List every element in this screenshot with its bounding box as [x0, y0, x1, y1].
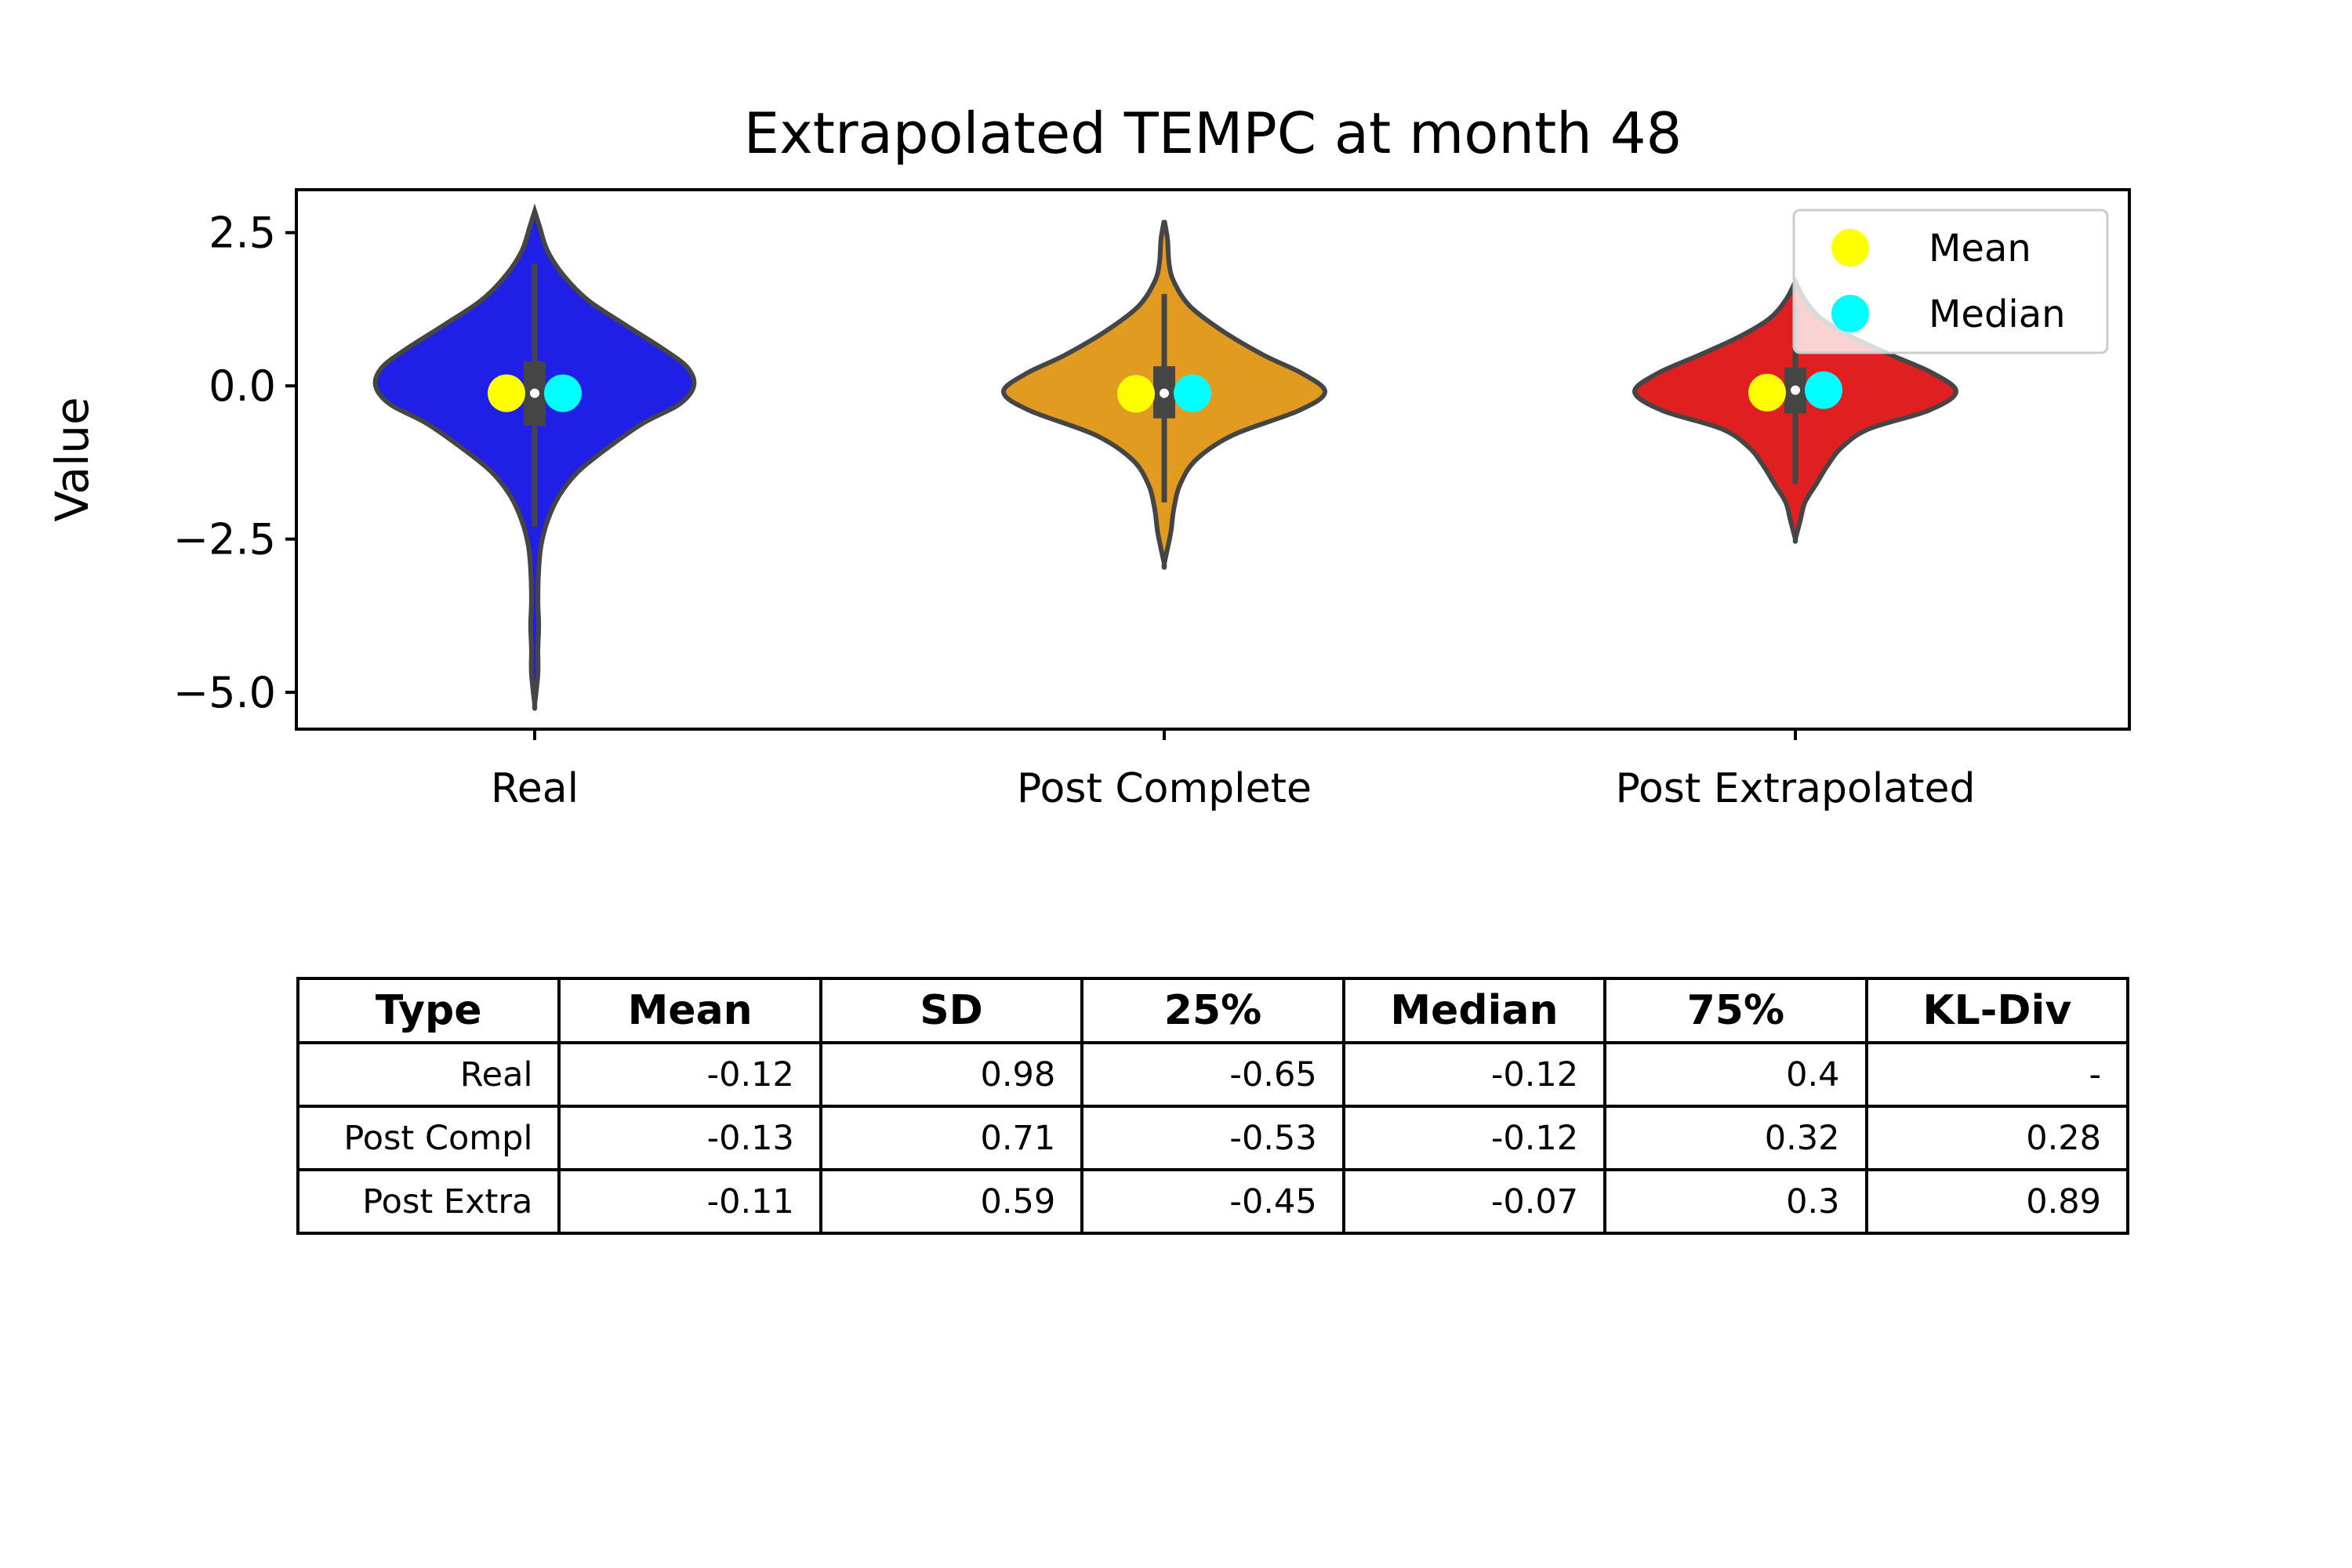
x-tick-label: Real — [491, 765, 579, 812]
table-cell: -0.12 — [1341, 1105, 1607, 1171]
table-cell: 0.59 — [818, 1168, 1084, 1235]
table-cell: -0.12 — [557, 1041, 822, 1108]
header-mean: Mean — [557, 977, 822, 1044]
table-cell: -0.11 — [557, 1168, 822, 1235]
header-type: Type — [296, 977, 561, 1044]
table-cell: - — [1864, 1041, 2130, 1108]
y-tick-label: 0.0 — [209, 361, 276, 411]
header-75: 75% — [1603, 977, 1868, 1044]
table-cell: 0.3 — [1603, 1168, 1868, 1235]
x-axis: Real Post Complete Post Extrapolated — [491, 729, 1976, 812]
table-row: Real -0.12 0.98 -0.65 -0.12 0.4 - — [296, 1041, 2130, 1108]
y-tick-label: 2.5 — [209, 209, 276, 258]
table-cell: -0.45 — [1080, 1168, 1345, 1235]
table-cell: 0.71 — [818, 1105, 1084, 1171]
table-cell: -0.65 — [1080, 1041, 1345, 1108]
x-tick-label: Post Extrapolated — [1615, 765, 1975, 812]
legend: Mean Median — [1792, 209, 2109, 354]
table-cell: 0.32 — [1603, 1105, 1868, 1171]
header-sd: SD — [818, 977, 1084, 1044]
median-point — [1805, 371, 1842, 409]
legend-box — [1792, 209, 2109, 354]
table-cell: 0.98 — [818, 1041, 1084, 1108]
y-axis: 2.5 0.0 −2.5 −5.0 — [173, 209, 296, 717]
mean-point — [1117, 375, 1155, 413]
chart-title: Extrapolated TEMPC at month 48 — [744, 100, 1682, 166]
violins-layer — [372, 203, 1958, 711]
table-cell: 0.28 — [1864, 1105, 2130, 1171]
table-cell: Post Extra — [296, 1168, 561, 1235]
table-cell: -0.53 — [1080, 1105, 1345, 1171]
median-point — [1174, 374, 1211, 412]
stats-table: Type Mean SD 25% Median 75% KL-Div Real … — [296, 977, 2130, 1235]
table-cell: 0.89 — [1864, 1168, 2130, 1235]
header-kl-div: KL-Div — [1864, 977, 2130, 1044]
header-25: 25% — [1080, 977, 1345, 1044]
x-tick-label: Post Complete — [1017, 765, 1312, 812]
violin-median-marker — [1160, 388, 1169, 398]
y-axis-label: Value — [45, 397, 99, 521]
legend-marker — [1831, 229, 1869, 267]
y-tick-label: −2.5 — [173, 515, 276, 564]
table-cell: 0.4 — [1603, 1041, 1868, 1108]
table-row: Post Compl -0.13 0.71 -0.53 -0.12 0.32 0… — [296, 1105, 2130, 1171]
violin-group — [372, 203, 697, 711]
legend-marker — [1831, 295, 1869, 332]
mean-point — [1748, 373, 1786, 412]
mean-point — [488, 374, 525, 412]
table-cell: Real — [296, 1041, 561, 1108]
table-cell: -0.07 — [1341, 1168, 1607, 1235]
table-header-row: Type Mean SD 25% Median 75% KL-Div — [296, 977, 2130, 1044]
y-tick-label: −5.0 — [173, 668, 276, 717]
legend-label: Median — [1929, 292, 2066, 336]
table-cell: Post Compl — [296, 1105, 561, 1171]
header-median: Median — [1341, 977, 1607, 1044]
plot-frame — [295, 188, 2131, 731]
table-cell: -0.12 — [1341, 1041, 1607, 1108]
table-cell: -0.13 — [557, 1105, 822, 1171]
violin-group — [1001, 220, 1327, 570]
table-row: Post Extra -0.11 0.59 -0.45 -0.07 0.3 0.… — [296, 1168, 2130, 1235]
violin-median-marker — [1791, 385, 1800, 395]
violin-median-marker — [530, 388, 539, 398]
legend-label: Mean — [1929, 227, 2031, 270]
median-point — [544, 374, 582, 412]
